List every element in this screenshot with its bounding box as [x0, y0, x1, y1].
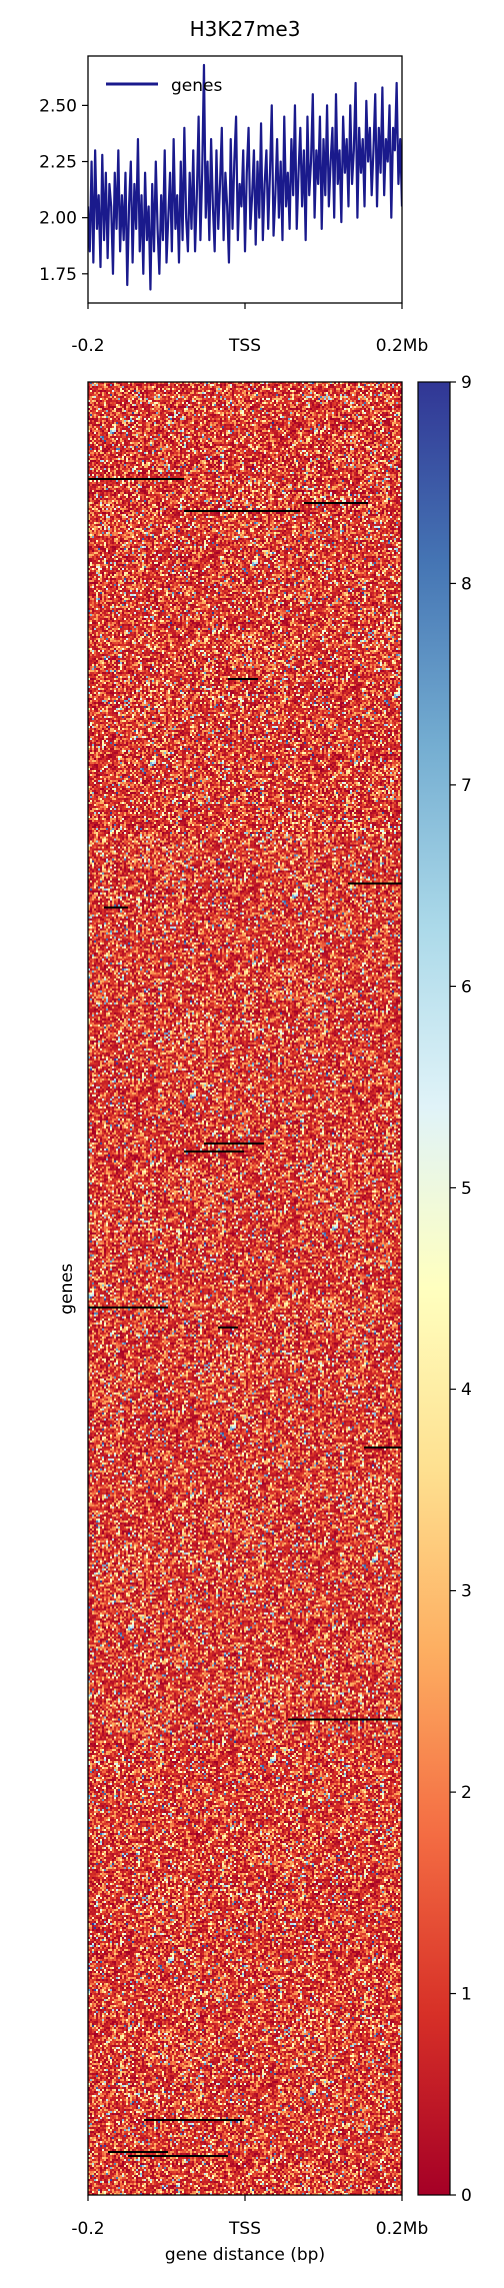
- colorbar-tick-label: 9: [461, 373, 472, 393]
- colorbar-gradient: [417, 381, 451, 2196]
- heatmap-cells: [88, 382, 402, 2195]
- profile-y-ticks: 1.75 2.00 2.25 2.50: [39, 96, 88, 285]
- heatmap-y-label: genes: [57, 1263, 77, 1314]
- colorbar-tick-label: 3: [461, 1582, 472, 1602]
- colorbar: 0 1 2 3 4 5 6 7 8 9: [417, 373, 472, 2206]
- colorbar-tick-label: 2: [461, 1783, 472, 1803]
- profile-x-ticks: -0.2 TSS 0.2Mb: [71, 303, 428, 356]
- colorbar-tick-label: 6: [461, 977, 472, 997]
- heatmap-x-tick-label: TSS: [228, 2219, 261, 2239]
- profile-y-tick-label: 2.25: [39, 153, 77, 173]
- profile-y-tick-label: 2.50: [39, 96, 77, 116]
- profile-x-tick-label: TSS: [228, 336, 261, 356]
- legend-label: genes: [171, 76, 222, 96]
- colorbar-tick-label: 5: [461, 1179, 472, 1199]
- profile-x-tick-label: -0.2: [71, 336, 104, 356]
- profile-y-tick-label: 2.00: [39, 209, 77, 229]
- heatmap-x-ticks: -0.2 TSS 0.2Mb: [71, 2195, 428, 2239]
- colorbar-tick-label: 8: [461, 574, 472, 594]
- heatmap-x-label: gene distance (bp): [165, 2245, 325, 2265]
- profile-line: [88, 63, 402, 291]
- profile-y-tick-label: 1.75: [39, 265, 77, 285]
- colorbar-ticks: 0 1 2 3 4 5 6 7 8 9: [450, 373, 472, 2206]
- profile-plot: H3K27me3 1.75 2.00 2.25 2.50 -0.2 TSS 0.2Mb g…: [39, 17, 428, 356]
- colorbar-tick-label: 1: [461, 1985, 472, 2005]
- heatmap-x-tick-label: 0.2Mb: [376, 2219, 429, 2239]
- profile-series-line: [88, 63, 402, 291]
- heatmap-plot: -0.2 TSS 0.2Mb gene distance (bp) genes: [57, 381, 428, 2265]
- colorbar-tick-label: 0: [461, 2186, 472, 2206]
- profile-x-tick-label: 0.2Mb: [376, 336, 429, 356]
- colorbar-tick-label: 4: [461, 1380, 472, 1400]
- colorbar-tick-label: 7: [461, 776, 472, 796]
- heatmap-image: [88, 382, 402, 2195]
- chart-title: H3K27me3: [190, 17, 301, 41]
- profile-legend: genes: [106, 76, 222, 96]
- heatmap-x-tick-label: -0.2: [71, 2219, 104, 2239]
